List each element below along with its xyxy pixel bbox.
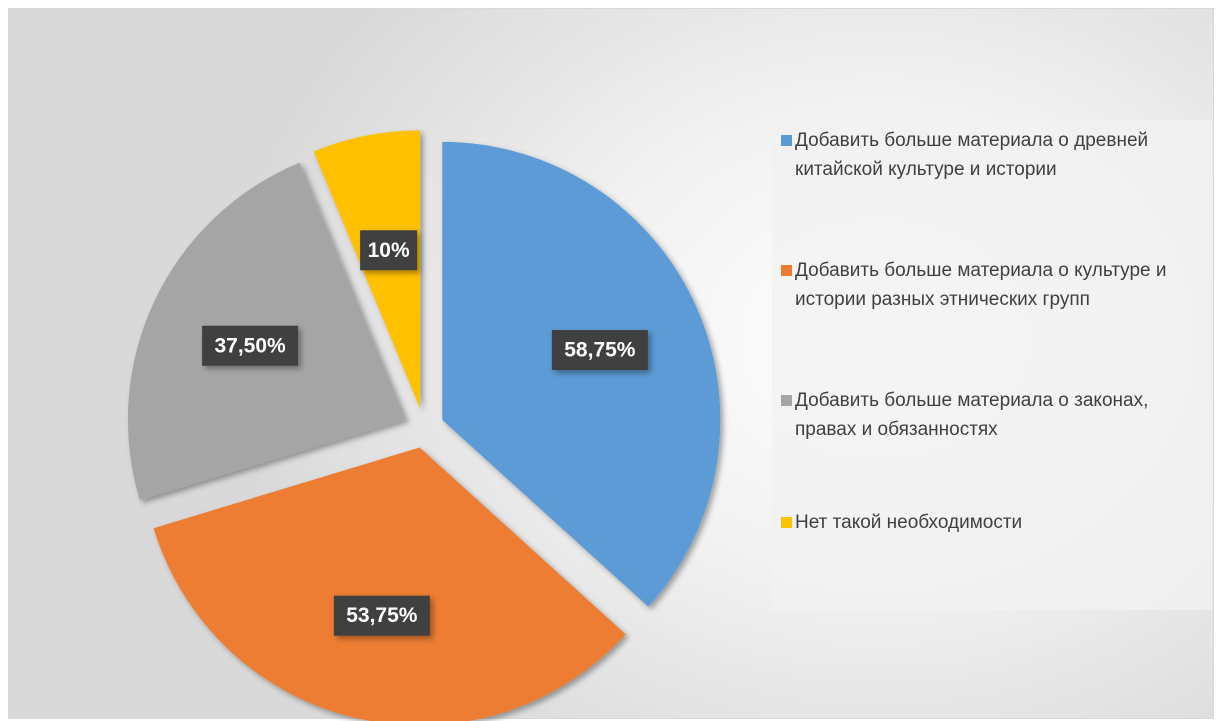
legend-label: Нет такой необходимости [795,512,1023,533]
legend-entry: Добавить больше материала о культуре и и… [781,256,1206,314]
pie-slice [153,447,626,721]
pie-slice [442,141,721,607]
legend-swatch [781,395,792,406]
data-label-box [551,330,648,371]
legend-entry: Нет такой необходимости [781,508,1206,537]
legend-label: Добавить больше материала о законах, пра… [795,390,1149,440]
data-label: 10% [368,239,410,262]
data-label-box [360,230,418,271]
legend-entry: Добавить больше материала о законах, пра… [781,386,1206,444]
legend-label: Добавить больше материала о культуре и и… [795,260,1167,310]
legend-swatch [781,135,792,146]
legend: Добавить больше материала о древней кита… [772,120,1212,610]
legend-label: Добавить больше материала о древней кита… [795,130,1149,180]
data-label: 37,50% [214,334,286,357]
data-label-box [333,595,430,636]
data-label: 53,75% [346,604,418,627]
legend-entry: Добавить больше материала о древней кита… [781,126,1206,184]
legend-swatch [781,517,792,528]
data-label-box [202,325,299,366]
legend-swatch [781,265,792,276]
data-label: 58,75% [564,339,636,362]
